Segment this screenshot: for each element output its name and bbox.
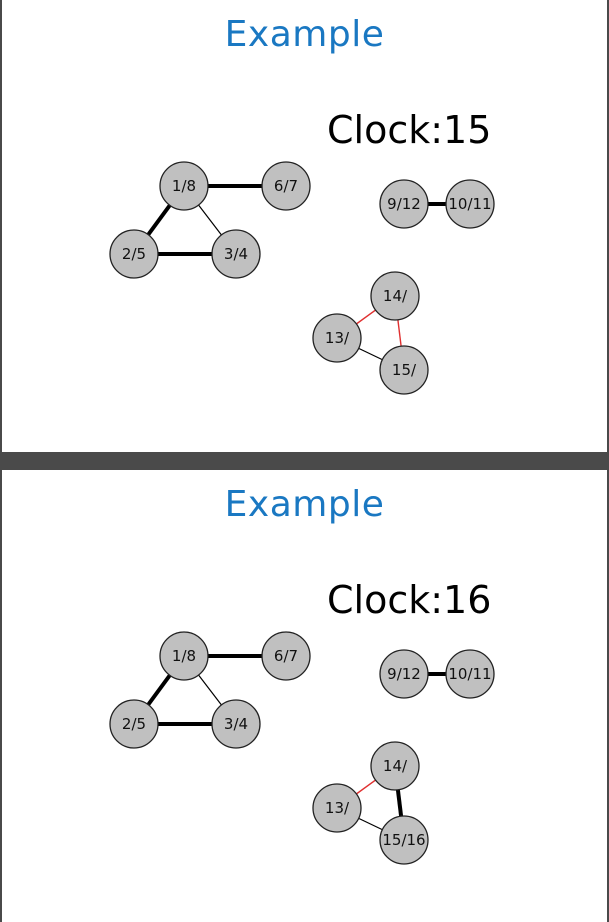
node-label: 15/16	[382, 831, 425, 849]
node-label: 10/11	[448, 195, 491, 213]
graph-node: 14/	[370, 271, 420, 321]
graph-node: 1/8	[159, 161, 209, 211]
graph-node: 2/5	[109, 699, 159, 749]
node-circle	[379, 649, 429, 699]
node-label: 6/7	[274, 177, 298, 195]
node-label: 3/4	[224, 715, 248, 733]
node-circle	[379, 345, 429, 395]
node-label: 9/12	[387, 665, 421, 683]
node-circle	[379, 815, 429, 865]
node-label: 2/5	[122, 245, 146, 263]
node-circle	[312, 313, 362, 363]
node-circle	[159, 161, 209, 211]
node-circle	[370, 271, 420, 321]
graph-node: 9/12	[379, 649, 429, 699]
graph-node: 13/	[312, 313, 362, 363]
node-circle	[109, 699, 159, 749]
clock-label: Clock:15	[327, 108, 492, 152]
slide-2: Example Clock:16 1/8 6/7 2/5 3/4 9/12 10/11 14…	[2, 470, 607, 922]
graph-node: 15/	[379, 345, 429, 395]
node-circle	[445, 649, 495, 699]
slide-title: Example	[224, 14, 385, 55]
graph-diagram: 1/8 6/7 2/5 3/4 9/12 10/11 14/13/15/16	[109, 631, 495, 865]
graph-node: 2/5	[109, 229, 159, 279]
graph-node: 14/	[370, 741, 420, 791]
graph-node: 3/4	[211, 229, 261, 279]
node-label: 14/	[383, 757, 408, 775]
graph-node: 9/12	[379, 179, 429, 229]
node-circle	[370, 741, 420, 791]
node-circle	[159, 631, 209, 681]
node-circle	[211, 699, 261, 749]
graph-node: 10/11	[445, 179, 495, 229]
node-label: 9/12	[387, 195, 421, 213]
node-circle	[211, 229, 261, 279]
node-circle	[312, 783, 362, 833]
graph-node: 1/8	[159, 631, 209, 681]
slide-1: Example Clock:15 1/8 6/7 2/5 3/4 9/12 10/11 14…	[2, 0, 607, 452]
slide-title: Example	[224, 484, 385, 525]
graph-node: 13/	[312, 783, 362, 833]
clock-label: Clock:16	[327, 578, 492, 622]
node-label: 1/8	[172, 647, 196, 665]
node-label: 1/8	[172, 177, 196, 195]
node-label: 13/	[325, 329, 350, 347]
node-label: 13/	[325, 799, 350, 817]
node-circle	[261, 161, 311, 211]
node-label: 15/	[392, 361, 417, 379]
node-circle	[109, 229, 159, 279]
node-circle	[445, 179, 495, 229]
node-label: 2/5	[122, 715, 146, 733]
graph-diagram: 1/8 6/7 2/5 3/4 9/12 10/11 14/13/15/	[109, 161, 495, 395]
graph-node: 6/7	[261, 161, 311, 211]
node-circle	[379, 179, 429, 229]
graph-node: 15/16	[379, 815, 429, 865]
node-label: 3/4	[224, 245, 248, 263]
graph-node: 3/4	[211, 699, 261, 749]
graph-node: 6/7	[261, 631, 311, 681]
node-label: 10/11	[448, 665, 491, 683]
graph-node: 10/11	[445, 649, 495, 699]
node-label: 6/7	[274, 647, 298, 665]
node-label: 14/	[383, 287, 408, 305]
node-circle	[261, 631, 311, 681]
